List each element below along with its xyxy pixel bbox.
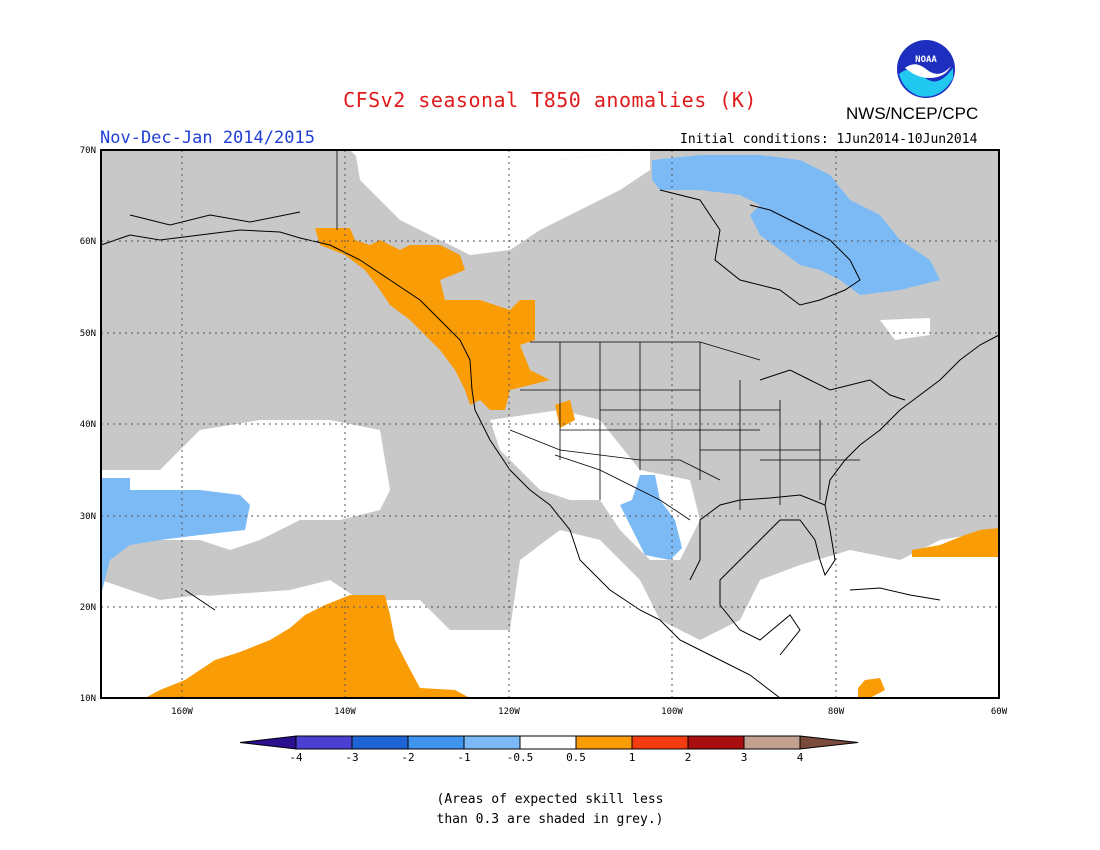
blue-region-hudson bbox=[652, 155, 940, 295]
grey-region-northwest bbox=[101, 150, 490, 470]
coastlines bbox=[100, 189, 1000, 699]
map-title: CFSv2 seasonal T850 anomalies (K) bbox=[343, 88, 757, 112]
lat-label: 40N bbox=[80, 420, 96, 430]
legend-tick-label: -4 bbox=[289, 751, 303, 764]
state-lines bbox=[520, 342, 860, 510]
white-gap-labrador bbox=[880, 318, 930, 340]
color-legend: -4 -3 -2 -1 -0.5 0.5 1 2 3 4 bbox=[239, 735, 859, 764]
lon-label: 120W bbox=[498, 707, 520, 717]
noaa-logo: NOAA bbox=[897, 40, 955, 98]
agency-label: NWS/NCEP/CPC bbox=[846, 104, 979, 123]
legend-tick-label: -2 bbox=[401, 751, 414, 764]
positive-anomaly-shading bbox=[145, 228, 999, 698]
noaa-logo-gull bbox=[905, 64, 951, 78]
legend-swatch bbox=[463, 735, 521, 750]
legend-arrow-high bbox=[799, 735, 859, 750]
alaska-north-line bbox=[129, 211, 301, 226]
legend-tick-label: -0.5 bbox=[507, 751, 534, 764]
lon-label: 60W bbox=[991, 707, 1008, 717]
lat-label: 10N bbox=[80, 694, 96, 704]
legend-tick-label: 0.5 bbox=[566, 751, 586, 764]
lat-labels: 70N 60N 50N 40N 30N 20N 10N bbox=[80, 146, 96, 704]
negative-anomaly-shading bbox=[101, 155, 940, 595]
white-gap-caribbean bbox=[700, 535, 999, 698]
map-frame bbox=[100, 149, 1000, 699]
noaa-logo-wave bbox=[899, 68, 953, 97]
legend-swatch bbox=[743, 735, 801, 750]
us-mexico-border bbox=[554, 454, 691, 521]
hudson-bay-line bbox=[659, 189, 861, 306]
blue-region-mexico bbox=[620, 475, 682, 560]
blue-region-pacific bbox=[101, 478, 250, 595]
legend-tick-label: 4 bbox=[797, 751, 804, 764]
legend-swatch bbox=[575, 735, 633, 750]
skill-note-line1: (Areas of expected skill less bbox=[436, 792, 664, 807]
initial-conditions: Initial conditions: 1Jun2014-10Jun2014 bbox=[680, 132, 978, 147]
west-coast-line bbox=[100, 229, 781, 699]
lon-label: 140W bbox=[334, 707, 356, 717]
state-borders bbox=[336, 150, 860, 521]
white-gap-canada bbox=[355, 150, 650, 255]
lon-label: 100W bbox=[661, 707, 683, 717]
east-coast-line bbox=[824, 334, 1000, 506]
forecast-period: Nov-Dec-Jan 2014/2015 bbox=[100, 128, 315, 148]
skill-note-line2: than 0.3 are shaded in grey.) bbox=[436, 812, 664, 827]
legend-tick-label: 2 bbox=[685, 751, 692, 764]
lat-label: 20N bbox=[80, 603, 96, 613]
legend-tick-label: -3 bbox=[345, 751, 358, 764]
lon-label: 80W bbox=[828, 707, 845, 717]
orange-region-caribbean bbox=[858, 678, 885, 698]
legend-swatch bbox=[351, 735, 409, 750]
legend-swatch bbox=[687, 735, 745, 750]
legend-tick-label: 1 bbox=[629, 751, 636, 764]
cuba-line bbox=[849, 587, 941, 601]
legend-swatch bbox=[295, 735, 353, 750]
lat-label: 70N bbox=[80, 146, 96, 156]
lon-labels: 160W 140W 120W 100W 80W 60W bbox=[171, 707, 1008, 717]
legend-swatch bbox=[407, 735, 465, 750]
lat-label: 60N bbox=[80, 237, 96, 247]
legend-swatch bbox=[519, 735, 577, 750]
legend-tick-label: -1 bbox=[457, 751, 470, 764]
lon-label: 160W bbox=[171, 707, 193, 717]
noaa-logo-text: NOAA bbox=[915, 55, 937, 65]
legend-tick-label: 3 bbox=[741, 751, 748, 764]
orange-region-pacific-nw bbox=[315, 228, 550, 410]
lat-label: 30N bbox=[80, 512, 96, 522]
great-lakes-line bbox=[759, 369, 906, 401]
gulf-coast-line bbox=[689, 494, 836, 656]
legend-swatch bbox=[631, 735, 689, 750]
lat-label: 50N bbox=[80, 329, 96, 339]
orange-region-atlantic bbox=[912, 528, 999, 557]
orange-region-tropical-pacific bbox=[145, 595, 470, 698]
legend-arrow-low bbox=[239, 735, 297, 750]
graticule bbox=[101, 150, 999, 698]
